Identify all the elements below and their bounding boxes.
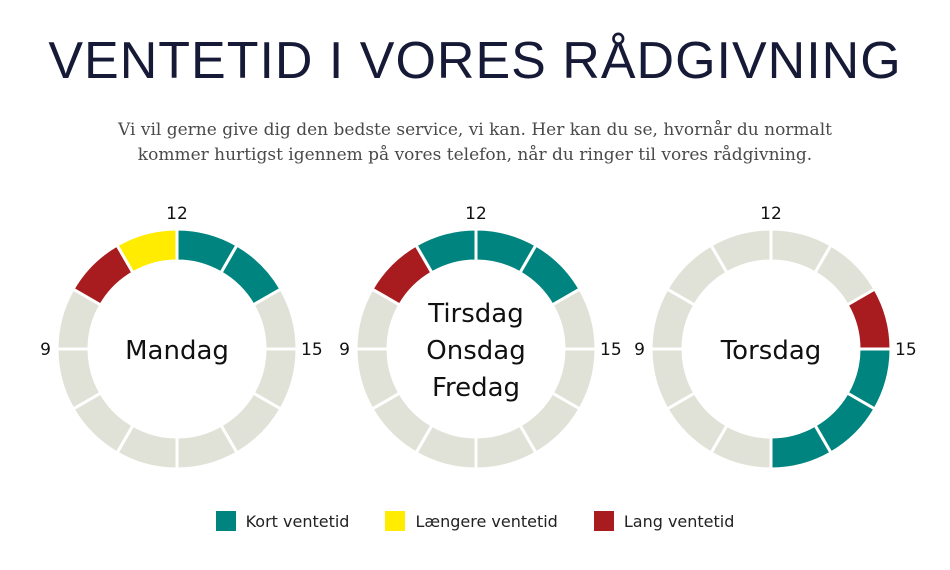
legend: Kort ventetid Længere ventetid Lang vent… bbox=[0, 511, 950, 531]
clock-label: 12 bbox=[166, 204, 188, 224]
legend-item-laengere: Længere ventetid bbox=[385, 511, 558, 531]
clock-label: 15 bbox=[600, 340, 622, 360]
subtitle-line: kommer hurtigst igennem på vores telefon… bbox=[137, 145, 813, 165]
legend-item-kort: Kort ventetid bbox=[215, 511, 350, 531]
clock-label: 12 bbox=[760, 204, 782, 224]
legend-item-lang: Lang ventetid bbox=[593, 511, 735, 531]
donut-charts: 12 15 9 Mandag 12 15 9 Tirsdag Onsdag Fredag 12 15 9… bbox=[40, 204, 917, 471]
day-label: Torsdag bbox=[720, 336, 822, 366]
page-title: VENTETID I VORES RÅDGIVNING bbox=[48, 32, 902, 90]
legend-swatch bbox=[593, 511, 614, 531]
day-label: Tirsdag bbox=[427, 299, 523, 329]
day-label: Fredag bbox=[432, 373, 520, 403]
subtitle: Vi vil gerne give dig den bedste service… bbox=[0, 118, 950, 168]
legend-swatch bbox=[385, 511, 406, 531]
legend-label: Lang ventetid bbox=[623, 511, 735, 531]
clock-label: 12 bbox=[465, 204, 487, 224]
day-label: Onsdag bbox=[426, 336, 525, 366]
day-label: Mandag bbox=[125, 336, 229, 366]
clock-label: 15 bbox=[895, 340, 917, 360]
legend-label: Længere ventetid bbox=[415, 511, 558, 531]
clock-label: 15 bbox=[301, 340, 323, 360]
legend-label: Kort ventetid bbox=[245, 511, 350, 531]
clock-label: 9 bbox=[40, 340, 51, 360]
clock-label: 9 bbox=[339, 340, 350, 360]
legend-swatch bbox=[215, 511, 236, 531]
ring-segment-laengere bbox=[114, 227, 179, 275]
subtitle-line: Vi vil gerne give dig den bedste service… bbox=[118, 120, 832, 140]
ring-segment-none bbox=[708, 227, 773, 275]
clock-label: 9 bbox=[634, 340, 645, 360]
ring-segment-kort bbox=[413, 227, 478, 275]
